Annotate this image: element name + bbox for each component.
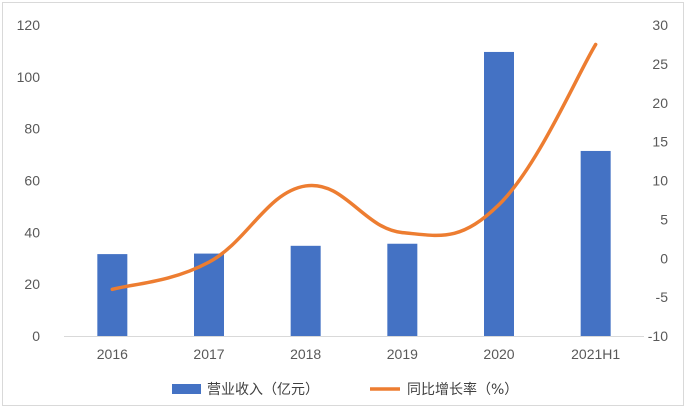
- bar-2021H1: [580, 150, 611, 336]
- right-tick-label: 20: [652, 95, 668, 111]
- right-tick-label: 15: [652, 134, 668, 150]
- line-point-2017: [207, 260, 211, 264]
- left-tick-label: 20: [24, 276, 40, 292]
- bar-2019: [387, 243, 418, 336]
- line-point-2021H1: [594, 42, 598, 46]
- right-tick-label: 5: [660, 211, 668, 227]
- right-tick-label: 10: [652, 173, 668, 189]
- x-tick-label: 2018: [290, 346, 321, 362]
- x-tick-label: 2017: [193, 346, 224, 362]
- chart-frame: [2, 2, 684, 406]
- legend-bar-swatch: [172, 384, 201, 394]
- x-tick-label: 2016: [97, 346, 128, 362]
- x-tick-label: 2020: [483, 346, 514, 362]
- x-tick-label: 2019: [387, 346, 418, 362]
- growth-rate-line: [110, 42, 598, 292]
- legend-line-label: 同比增长率（%）: [407, 381, 518, 398]
- right-tick-label: -5: [656, 289, 669, 305]
- legend-bar-label: 营业收入（亿元）: [207, 382, 319, 398]
- bar-2018: [290, 245, 321, 336]
- x-tick-label: 2021H1: [571, 346, 620, 362]
- line-point-2019: [400, 231, 404, 235]
- right-tick-label: -10: [648, 328, 668, 344]
- legend: 营业收入（亿元） 同比增长率（%）: [172, 381, 518, 398]
- right-tick-label: 0: [660, 250, 668, 266]
- right-axis-tick-labels: -10 -5 0 5 10 15 20 25 30: [648, 17, 668, 344]
- left-tick-label: 80: [24, 121, 40, 137]
- right-tick-label: 30: [652, 17, 668, 33]
- line-series: [110, 42, 598, 292]
- bar-series: [97, 51, 611, 336]
- left-tick-label: 120: [17, 17, 41, 33]
- left-tick-label: 100: [17, 69, 41, 85]
- left-tick-label: 0: [32, 328, 40, 344]
- left-axis-tick-labels: 0 20 40 60 80 100 120: [17, 17, 41, 344]
- line-point-2020: [497, 203, 501, 207]
- x-axis-tick-labels: 2016 2017 2018 2019 2020 2021H1: [97, 346, 621, 362]
- right-tick-label: 25: [652, 56, 668, 72]
- left-tick-label: 60: [24, 173, 40, 189]
- bar-2016: [97, 254, 128, 336]
- line-point-2018: [304, 184, 308, 188]
- left-tick-label: 40: [24, 224, 40, 240]
- line-point-2016: [110, 287, 114, 291]
